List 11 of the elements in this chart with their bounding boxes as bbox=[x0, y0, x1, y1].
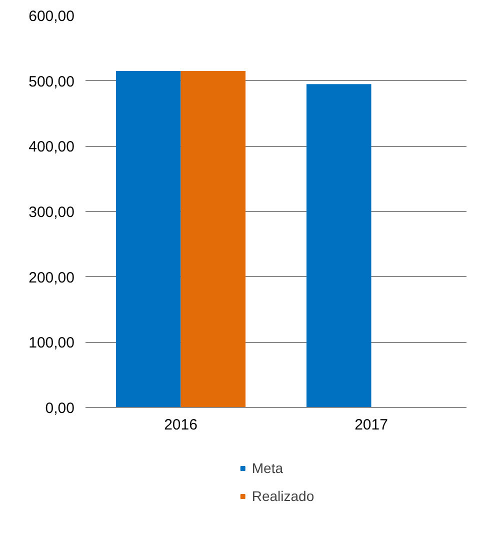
legend-label: Meta bbox=[252, 460, 283, 476]
legend-label: Realizado bbox=[252, 488, 314, 504]
y-tick-label: 0,00 bbox=[45, 400, 75, 417]
y-tick-label: 300,00 bbox=[28, 204, 75, 221]
y-tick-label: 200,00 bbox=[28, 269, 75, 286]
x-tick-label: 2016 bbox=[164, 416, 198, 434]
y-tick-label: 600,00 bbox=[28, 8, 75, 25]
y-tick-label: 500,00 bbox=[28, 73, 75, 90]
y-tick-label: 400,00 bbox=[28, 138, 75, 156]
y-tick-label: 100,00 bbox=[28, 334, 75, 352]
x-tick-label: 2017 bbox=[354, 416, 388, 434]
